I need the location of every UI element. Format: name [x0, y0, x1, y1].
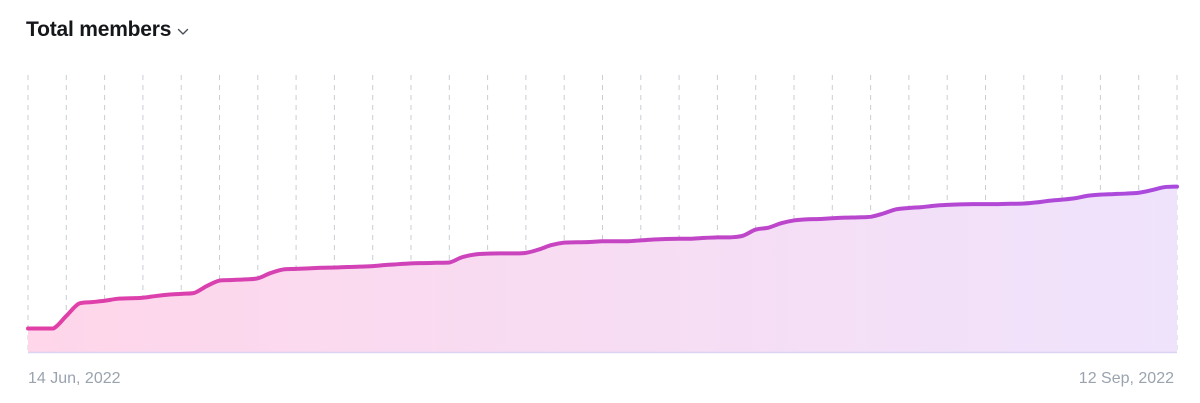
series-line — [26, 184, 1179, 331]
area-fill — [28, 186, 1177, 352]
chart-title-dropdown[interactable]: Total members — [26, 18, 189, 42]
x-axis-end-label: 12 Sep, 2022 — [1078, 370, 1174, 387]
chevron-down-icon — [177, 28, 189, 36]
chart-title: Total members — [26, 18, 172, 41]
x-axis-start-label: 14 Jun, 2022 — [28, 370, 121, 387]
